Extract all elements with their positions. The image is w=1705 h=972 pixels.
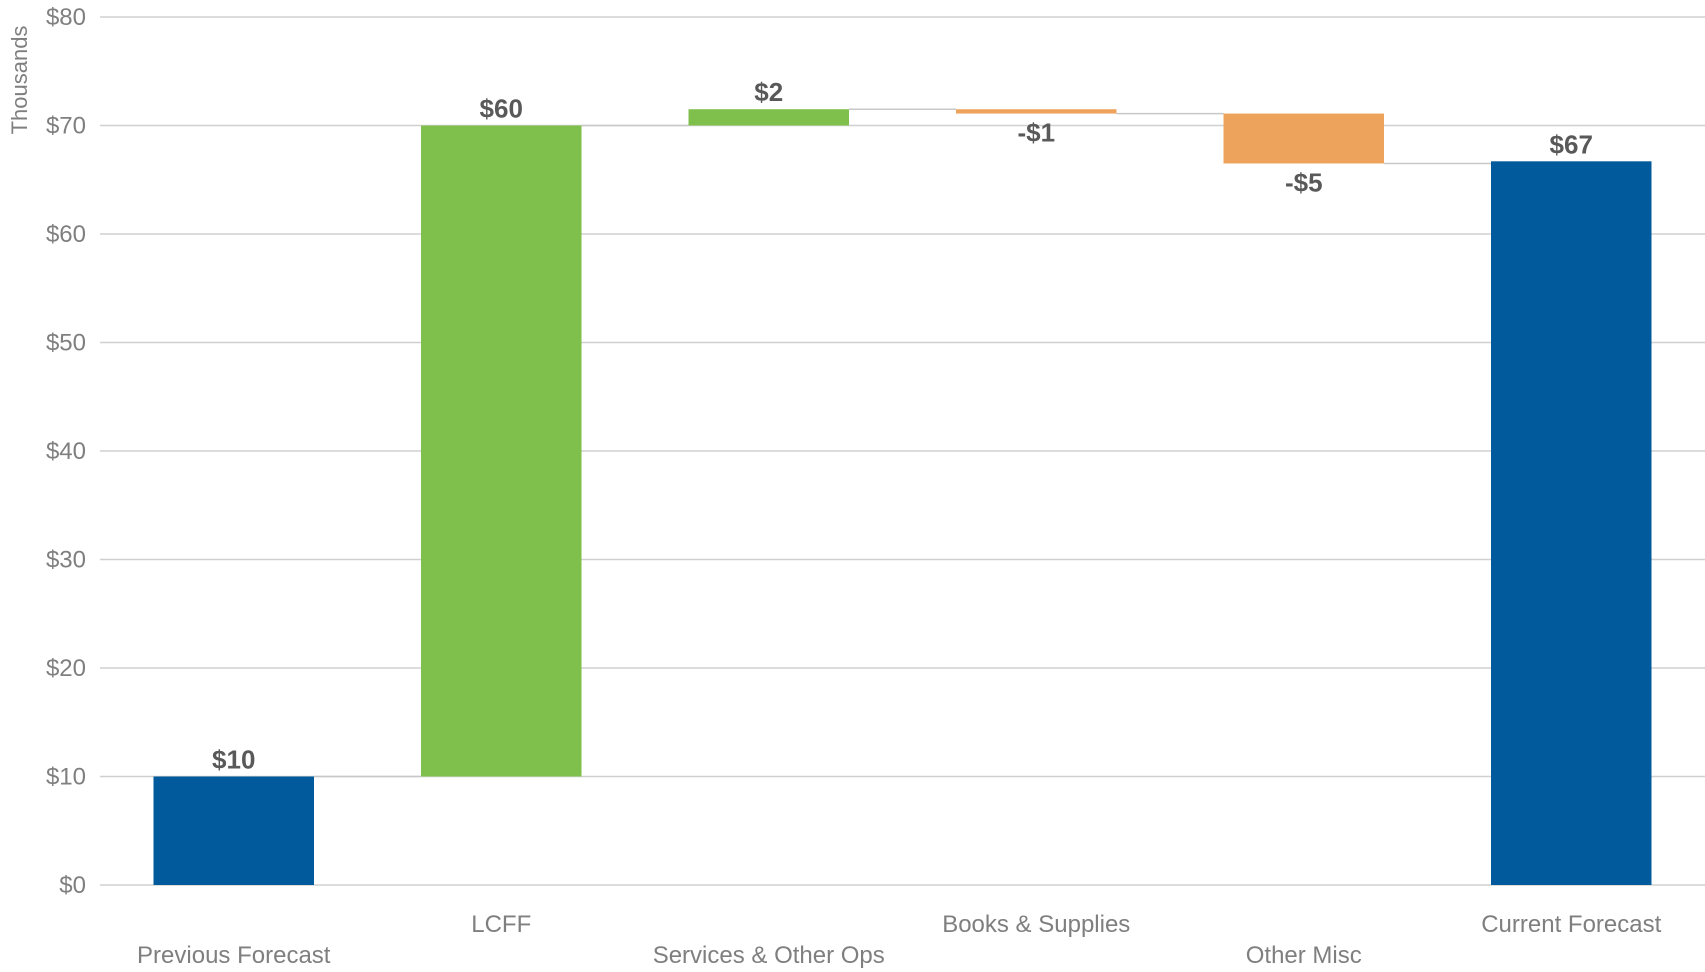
y-tick-label: $80 [46, 4, 86, 31]
x-category-label: Current Forecast [1481, 911, 1661, 938]
bar-increase [688, 109, 849, 126]
data-label: $2 [754, 77, 783, 107]
bar-increase [421, 125, 582, 777]
y-tick-label: $30 [46, 547, 86, 574]
data-label: $67 [1550, 129, 1593, 159]
y-tick-label: $10 [46, 764, 86, 791]
data-label: $10 [212, 745, 255, 775]
y-tick-label: $50 [46, 330, 86, 357]
x-axis-categories: Previous Forecast LCFF Services & Other Op… [137, 911, 1662, 969]
x-category-label: LCFF [471, 911, 531, 938]
y-tick-label: $40 [46, 438, 86, 465]
y-axis-title: Thousands [7, 26, 32, 135]
gridlines [100, 16, 1705, 886]
y-tick-label: $20 [46, 655, 86, 682]
y-tick-label: $0 [59, 872, 86, 899]
data-label: $60 [480, 94, 523, 124]
x-category-label: Previous Forecast [137, 942, 331, 969]
bar-decrease [1223, 113, 1384, 164]
x-category-label: Other Misc [1246, 942, 1362, 969]
data-label: -$1 [1017, 118, 1055, 148]
bar-decrease [956, 109, 1117, 114]
x-category-label: Books & Supplies [942, 911, 1130, 938]
x-category-label: Services & Other Ops [653, 942, 885, 969]
bars [153, 109, 1652, 885]
connectors [314, 108, 1491, 778]
bar-total [1491, 161, 1652, 885]
y-tick-label: $70 [46, 113, 86, 140]
y-tick-label: $60 [46, 221, 86, 248]
y-axis-ticks: $0 $10 $20 $30 $40 $50 $60 $70 $80 [46, 4, 86, 899]
data-label: -$5 [1285, 167, 1323, 197]
data-labels: $10 $60 $2 -$1 -$5 $67 [212, 77, 1593, 774]
bar-total [153, 776, 314, 885]
